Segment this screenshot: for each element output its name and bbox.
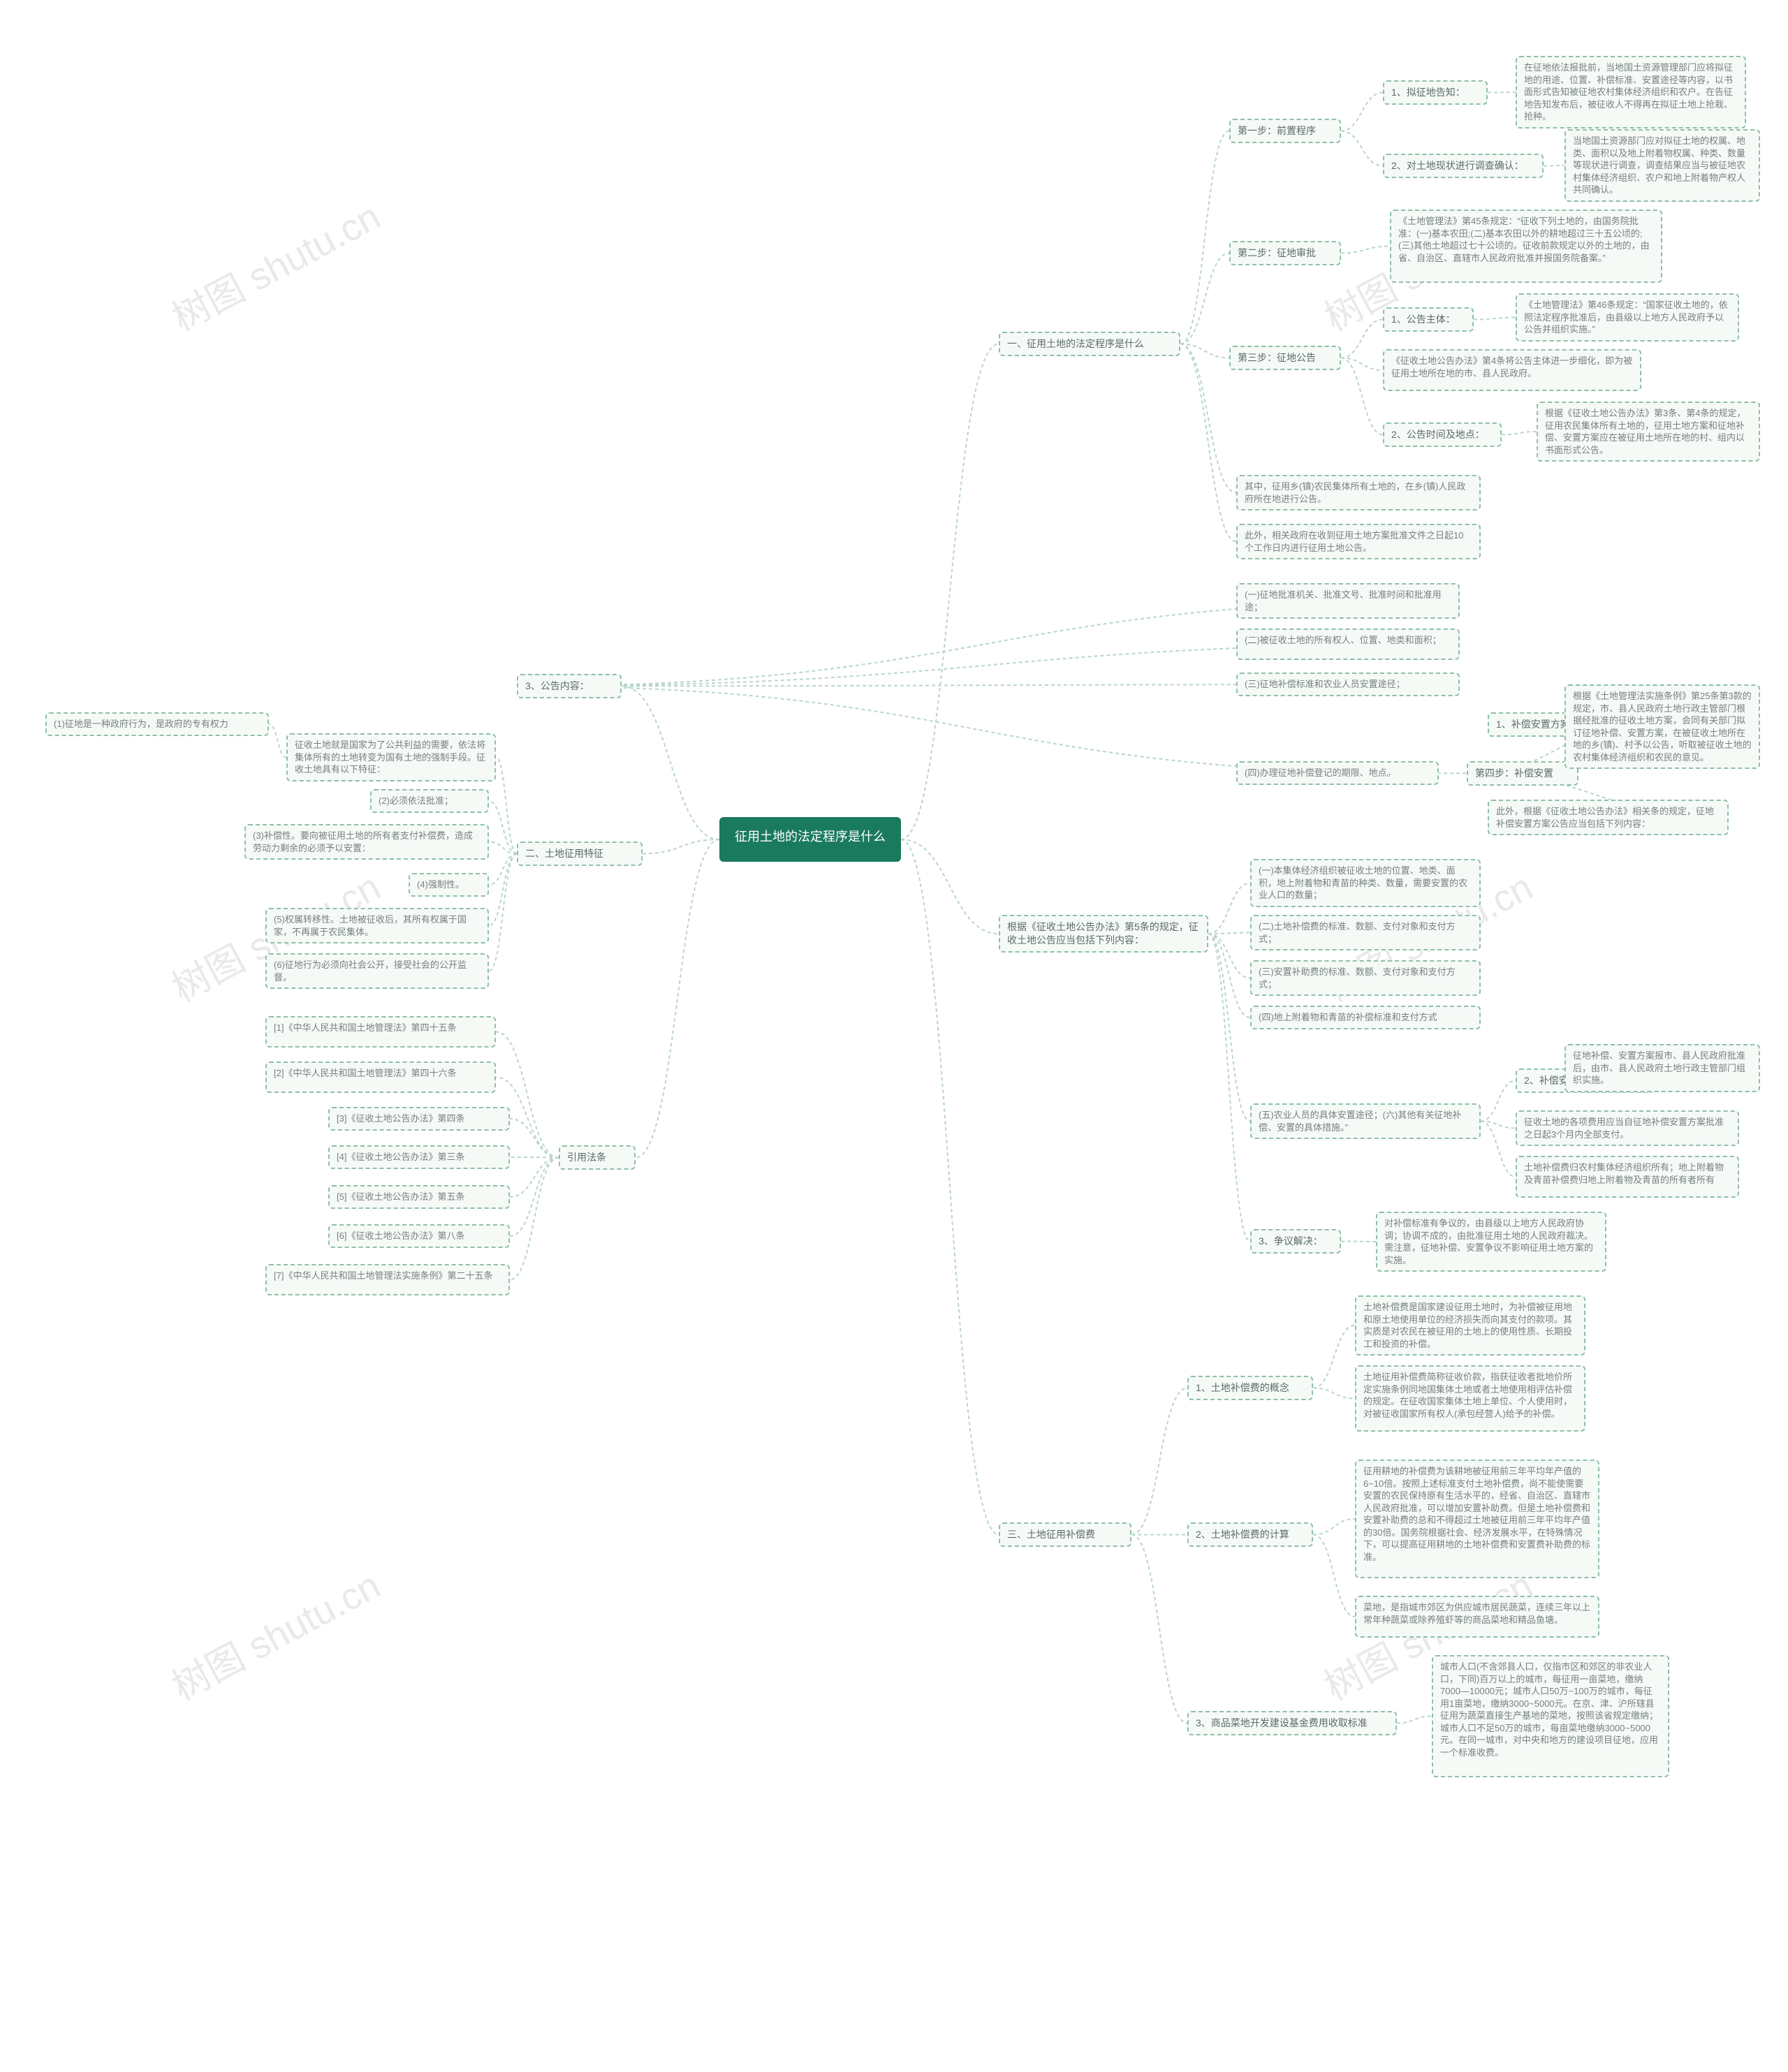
- node-s1b1[interactable]: 《土地管理法》第45条规定：“征收下列土地的，由国务院批准：(一)基本农田;(二…: [1390, 210, 1662, 283]
- node-s1e[interactable]: 第四步：补偿安置: [1467, 761, 1578, 786]
- node-s1c[interactable]: 第三步：征地公告: [1229, 346, 1341, 370]
- node-s1a2a[interactable]: 当地国土资源部门应对拟征土地的权属、地类、面积以及地上附着物权属、种类、数量等现…: [1564, 129, 1760, 202]
- node-cite7[interactable]: [7]《中华人民共和国土地管理法实施条例》第二十五条: [265, 1264, 510, 1295]
- mindmap-canvas: 树图 shutu.cn树图 shutu.cn树图 shutu.cn树图 shut…: [0, 0, 1788, 2072]
- node-s1b[interactable]: 第二步：征地审批: [1229, 241, 1341, 265]
- node-s1c2c[interactable]: 此外，相关政府在收到征用土地方案批准文件之日起10个工作日内进行征用土地公告。: [1236, 524, 1481, 559]
- node-sel3[interactable]: (三)安置补助费的标准、数额、支付对象和支付方式；: [1250, 960, 1481, 996]
- node-s2a[interactable]: (1)征地是一种政府行为，是政府的专有权力: [45, 712, 269, 736]
- node-s1e1b[interactable]: 此外，根据《征收土地公告办法》相关条的规定，征地补偿安置方案公告应当包括下列内容…: [1488, 800, 1729, 835]
- node-s1c1[interactable]: 1、公告主体：: [1383, 307, 1474, 332]
- node-s3b[interactable]: 2、土地补偿费的计算: [1187, 1522, 1313, 1547]
- node-sel4[interactable]: (四)地上附着物和青苗的补偿标准和支付方式: [1250, 1006, 1481, 1029]
- node-cite5[interactable]: [5]《征收土地公告办法》第五条: [328, 1185, 510, 1209]
- node-s1a1[interactable]: 1、拟征地告知：: [1383, 80, 1488, 105]
- node-s1[interactable]: 一、征用土地的法定程序是什么: [999, 332, 1180, 356]
- node-s1a[interactable]: 第一步：前置程序: [1229, 119, 1341, 143]
- node-cite4[interactable]: [4]《征收土地公告办法》第三条: [328, 1145, 510, 1169]
- node-s2b[interactable]: (2)必须依法批准；: [370, 789, 489, 813]
- node-s1c2[interactable]: 2、公告时间及地点：: [1383, 423, 1502, 447]
- node-sel1[interactable]: (一)本集体经济组织被征收土地的位置、地类、面积，地上附着物和青苗的种类、数量，…: [1250, 859, 1481, 907]
- node-s2e[interactable]: (5)权属转移性。土地被征收后，其所有权属于国家，不再属于农民集体。: [265, 908, 489, 943]
- node-s1d_a[interactable]: (一)征地批准机关、批准文号、批准时间和批准用途；: [1236, 583, 1460, 619]
- node-sel6a[interactable]: 对补偿标准有争议的，由县级以上地方人民政府协调；协调不成的，由批准征用土地的人民…: [1376, 1212, 1606, 1272]
- node-s3[interactable]: 三、土地征用补偿费: [999, 1522, 1131, 1547]
- node-sel2[interactable]: (二)土地补偿费的标准、数额、支付对象和支付方式；: [1250, 915, 1481, 950]
- node-sel5[interactable]: (五)农业人员的具体安置途径；(六)其他有关征地补偿、安置的具体措施。”: [1250, 1103, 1481, 1139]
- watermark: 树图 shutu.cn: [161, 1555, 388, 1710]
- node-cite[interactable]: 引用法条: [559, 1145, 636, 1170]
- node-s3c1[interactable]: 城市人口(不含郊县人口，仅指市区和郊区的非农业人口，下同)百万以上的城市，每征用…: [1432, 1655, 1669, 1777]
- node-s3a2[interactable]: 土地征用补偿费简称征收价款，指获征收者批地价所定实施条例同地国集体土地或者土地使…: [1355, 1365, 1585, 1432]
- node-s1d_d[interactable]: (四)办理征地补偿登记的期限、地点。: [1236, 761, 1439, 785]
- node-s1e1a[interactable]: 根据《土地管理法实施条例》第25条第3款的规定，市、县人民政府土地行政主管部门根…: [1564, 684, 1760, 769]
- node-cite3[interactable]: [3]《征收土地公告办法》第四条: [328, 1107, 510, 1131]
- node-s1c1a[interactable]: 《土地管理法》第46条规定：“国家征收土地的，依照法定程序批准后，由县级以上地方…: [1516, 293, 1739, 341]
- node-pubcontent[interactable]: 3、公告内容：: [517, 674, 622, 698]
- node-s2desc[interactable]: 征收土地就是国家为了公共利益的需要，依法将集体所有的土地转变为国有土地的强制手段…: [286, 733, 496, 781]
- node-s3a1[interactable]: 土地补偿费是国家建设征用土地时，为补偿被征用地和原土地使用单位的经济损失而向其支…: [1355, 1295, 1585, 1355]
- node-s3c[interactable]: 3、商品菜地开发建设基金费用收取标准: [1187, 1711, 1397, 1735]
- node-s2f[interactable]: (6)征地行为必须向社会公开，接受社会的公开监督。: [265, 953, 489, 989]
- node-s1d_b[interactable]: (二)被征收土地的所有权人、位置、地类和面积；: [1236, 629, 1460, 660]
- node-cite2[interactable]: [2]《中华人民共和国土地管理法》第四十六条: [265, 1061, 496, 1093]
- node-cite6[interactable]: [6]《征收土地公告办法》第八条: [328, 1224, 510, 1248]
- node-sel6[interactable]: 3、争议解决：: [1250, 1229, 1341, 1254]
- node-s3a[interactable]: 1、土地补偿费的概念: [1187, 1376, 1313, 1400]
- node-s2d[interactable]: (4)强制性。: [409, 873, 489, 897]
- node-s3b2[interactable]: 菜地，是指城市郊区为供应城市居民蔬菜，连续三年以上常年种蔬菜或除养殖虾等的商品菜…: [1355, 1596, 1599, 1638]
- node-s2[interactable]: 二、土地征用特征: [517, 842, 643, 866]
- node-s1a2[interactable]: 2、对土地现状进行调查确认：: [1383, 154, 1544, 178]
- node-s1a1a[interactable]: 在征地依法报批前，当地国土资源管理部门应将拟征地的用途、位置、补偿标准、安置途径…: [1516, 56, 1746, 128]
- node-sel[interactable]: 根据《征收土地公告办法》第5条的规定，征收土地公告应当包括下列内容：: [999, 915, 1208, 953]
- node-s1c1b[interactable]: 《征收土地公告办法》第4条将公告主体进一步细化，即为被征用土地所在地的市、县人民…: [1383, 349, 1641, 391]
- node-s1c2b[interactable]: 其中，征用乡(镇)农民集体所有土地的，在乡(镇)人民政府所在地进行公告。: [1236, 475, 1481, 510]
- node-sel5b[interactable]: 征收土地的各项费用应当自征地补偿安置方案批准之日起3个月内全部支付。: [1516, 1110, 1739, 1146]
- node-s3b1[interactable]: 征用耕地的补偿费为该耕地被征用前三年平均年产值的6~10倍。按照上述标准支付土地…: [1355, 1460, 1599, 1578]
- node-sel5a1[interactable]: 征地补偿、安置方案报市、县人民政府批准后，由市、县人民政府土地行政主管部门组织实…: [1564, 1044, 1760, 1092]
- node-s2c[interactable]: (3)补偿性。要向被征用土地的所有者支付补偿费，造成劳动力剩余的必须予以安置：: [244, 824, 489, 860]
- node-s1d_c[interactable]: (三)征地补偿标准和农业人员安置途径；: [1236, 673, 1460, 696]
- node-cite1[interactable]: [1]《中华人民共和国土地管理法》第四十五条: [265, 1016, 496, 1048]
- watermark: 树图 shutu.cn: [161, 186, 388, 341]
- node-s1c2a[interactable]: 根据《征收土地公告办法》第3条、第4条的规定，征用农民集体所有土地的，征用土地方…: [1537, 402, 1760, 462]
- node-root[interactable]: 征用土地的法定程序是什么: [719, 817, 901, 862]
- node-sel5c[interactable]: 土地补偿费归农村集体经济组织所有；地上附着物及青苗补偿费归地上附着物及青苗的所有…: [1516, 1156, 1739, 1198]
